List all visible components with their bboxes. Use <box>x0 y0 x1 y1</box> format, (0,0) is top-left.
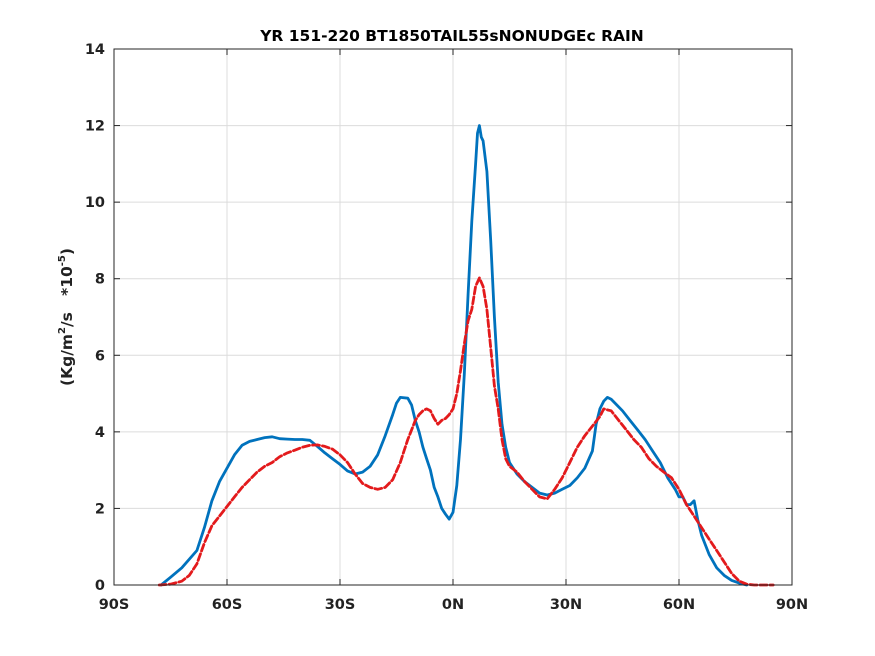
series-lines <box>157 124 775 587</box>
y-axis-label-main: (Kg/m <box>58 334 76 386</box>
y-axis-label-end: ) <box>58 248 76 255</box>
y-tick-label: 14 <box>85 42 105 58</box>
y-tick-label: 12 <box>85 119 105 135</box>
y-tick-label: 10 <box>85 195 105 211</box>
x-tick-label: 0N <box>442 597 464 613</box>
y-axis-label-mid: /s *10 <box>58 266 76 327</box>
axis-ticks: 90S 60S 30S 0N 30N 60N 90N 0 2 4 6 8 10 12 14 <box>85 42 808 613</box>
y-axis-label-sup1: 2 <box>57 327 68 334</box>
series-line-1 <box>159 124 749 587</box>
x-tick-label: 60N <box>663 597 695 613</box>
series-line-2 <box>157 276 775 587</box>
chart-title: YR 151-220 BT1850TAIL55sNONUDGEc RAIN <box>259 27 644 45</box>
y-axis-label: (Kg/m2/s *10-5) <box>57 248 76 386</box>
x-tick-label: 90S <box>99 597 130 613</box>
y-tick-label: 6 <box>95 348 105 364</box>
x-tick-label: 30N <box>550 597 582 613</box>
x-tick-label: 30S <box>325 597 356 613</box>
y-tick-label: 8 <box>95 272 105 288</box>
y-tick-label: 2 <box>95 501 105 517</box>
grid-lines <box>113 48 793 586</box>
y-tick-label: 4 <box>95 425 105 441</box>
x-tick-label: 60S <box>212 597 243 613</box>
y-tick-label: 0 <box>95 578 105 594</box>
y-axis-label-sup2: -5 <box>57 255 68 266</box>
x-tick-label: 90N <box>776 597 808 613</box>
